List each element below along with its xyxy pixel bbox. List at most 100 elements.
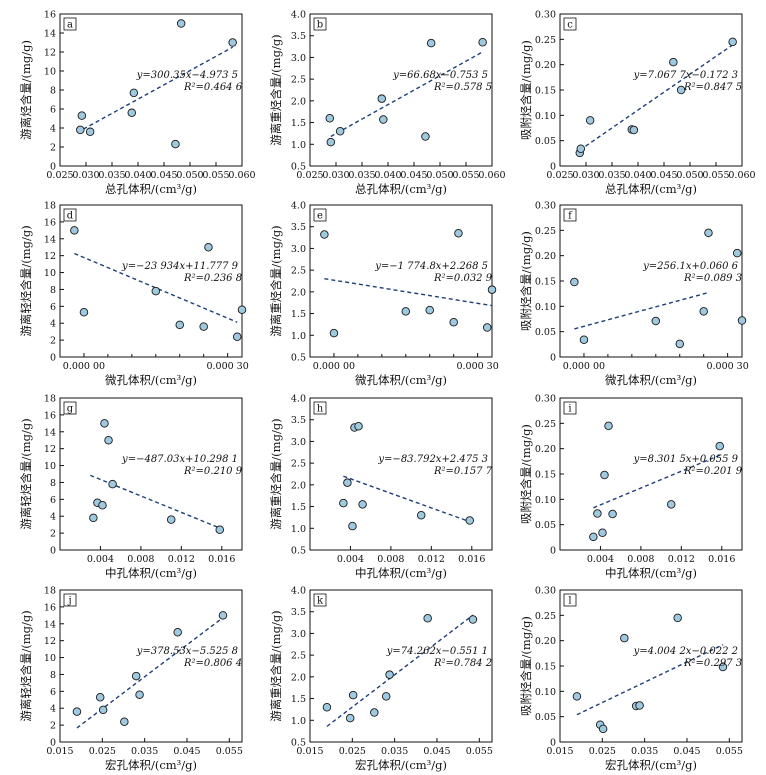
data-point — [385, 670, 394, 679]
y-tick-label: 2.5 — [291, 75, 306, 86]
x-tick-label: 0.045 — [673, 746, 700, 757]
y-tick-label: 1.5 — [291, 118, 306, 129]
plot-frame — [309, 204, 493, 358]
y-tick-label: 1.0 — [291, 524, 306, 535]
x-axis-label: 总孔体积/(cm³/g) — [105, 182, 197, 196]
x-tick-label: 0.055 — [702, 170, 729, 181]
x-axis-label: 中孔体积/(cm³/g) — [605, 566, 697, 580]
y-tick-label: 0.30 — [535, 586, 556, 597]
data-point — [176, 19, 186, 28]
y-tick-label: 18 — [44, 586, 56, 597]
y-tick-label: 0.15 — [535, 86, 556, 97]
x-tick-label: 0.016 — [708, 554, 735, 565]
panel-letter-box — [563, 17, 577, 31]
x-axis-label: 微孔体积/(cm³/g) — [605, 373, 697, 387]
y-tick-label: 3.5 — [291, 607, 306, 618]
data-point — [129, 88, 139, 98]
data-point — [175, 320, 184, 330]
panel-g: 0 2 4 6 8 10 12 14 16 18 0.004 0.008 0.012 0.016 中孔体积/… — [19, 394, 243, 581]
y-tick-label: 3.0 — [291, 244, 306, 255]
y-tick-label: 2 — [50, 721, 56, 732]
y-tick-label: 18 — [44, 394, 56, 405]
panel-letter: l — [568, 596, 571, 607]
x-tick-label: 0.008 — [377, 554, 404, 565]
y-tick-label: 1.0 — [291, 331, 306, 342]
trend-equation: y=300.35x−4.973 5 — [136, 70, 238, 81]
data-point — [620, 633, 629, 643]
trend-line — [326, 614, 474, 727]
y-tick-label: 16 — [44, 217, 56, 228]
y-tick-label: 2 — [50, 143, 56, 154]
y-tick-label: 0.25 — [535, 611, 556, 622]
data-point — [673, 613, 682, 623]
data-point — [465, 516, 475, 525]
plot-frame — [59, 397, 243, 551]
panel-e: 0.5 1.0 1.5 2.0 2.5 3.0 3.5 4.0 0.000 00 0.000 30… — [269, 201, 499, 388]
x-tick-label: 0.055 — [452, 170, 479, 181]
y-tick-label: 0.10 — [535, 111, 556, 122]
panel-letter: e — [317, 211, 323, 222]
x-tick-label: 0.004 — [87, 554, 114, 565]
x-tick-label: 0.016 — [458, 554, 485, 565]
x-tick-label: 0.040 — [124, 170, 151, 181]
x-tick-label: 0.055 — [466, 746, 493, 757]
y-tick-label: 0 — [50, 546, 56, 557]
y-tick-label: 0.5 — [291, 353, 306, 364]
x-tick-label: 0.025 — [296, 170, 323, 181]
y-tick-label: 0.05 — [535, 520, 556, 531]
x-tick-label: 0.008 — [627, 554, 654, 565]
trend-equation: y=66.68x−0.753 5 — [392, 70, 488, 81]
y-tick-label: 3.5 — [291, 415, 306, 426]
trend-r2: R²=0.089 3 — [683, 273, 742, 284]
y-tick-label: 2.0 — [291, 672, 306, 683]
trend-r2: R²=0.210 9 — [183, 466, 243, 477]
y-tick-label: 2.5 — [291, 459, 306, 470]
data-point — [127, 108, 137, 118]
x-axis-label: 中孔体积/(cm³/g) — [355, 566, 447, 580]
y-tick-label: 1.5 — [291, 309, 306, 320]
data-point — [401, 307, 411, 316]
trend-equation: y=−83.792x+2.475 3 — [377, 454, 488, 465]
y-tick-label: 12 — [44, 636, 56, 647]
y-tick-label: 0.30 — [535, 201, 556, 212]
x-tick-label: 0.012 — [668, 554, 695, 565]
data-point — [237, 305, 247, 314]
y-tick-label: 12 — [44, 48, 56, 59]
x-tick-label: 0.045 — [400, 170, 427, 181]
y-tick-label: 0.10 — [535, 687, 556, 698]
y-tick-label: 0 — [550, 353, 556, 364]
trend-r2: R²=0.032 9 — [433, 273, 493, 284]
trend-r2: R²=0.847 5 — [683, 82, 742, 93]
data-point — [85, 127, 95, 137]
trend-r2: R²=0.297 3 — [683, 658, 742, 669]
data-point — [608, 509, 617, 519]
y-tick-label: 0 — [50, 353, 56, 364]
data-point — [416, 511, 426, 520]
y-tick-label: 4.0 — [291, 394, 306, 405]
x-tick-label: 0.055 — [716, 746, 743, 757]
y-tick-label: 10 — [44, 268, 56, 279]
y-tick-label: 2.0 — [291, 480, 306, 491]
data-point — [572, 692, 582, 701]
y-tick-label: 0.10 — [535, 495, 556, 506]
y-axis-label: 吸附烃含量/(mg/g) — [519, 616, 533, 716]
trend-equation: y=4.004 2x−0.022 2 — [633, 646, 738, 657]
y-tick-label: 0.5 — [291, 546, 306, 557]
y-tick-label: 6 — [50, 495, 56, 506]
panel-letter-box — [563, 593, 577, 607]
x-tick-label: 0.025 — [339, 746, 366, 757]
plot-frame — [59, 589, 243, 743]
data-point — [131, 671, 141, 681]
x-tick-label: 0.012 — [418, 554, 445, 565]
trend-equation: y=−23 934x+11.777 9 — [121, 261, 239, 272]
y-tick-label: 0.20 — [535, 60, 556, 71]
trend-r2: R²=0.784 2 — [433, 658, 492, 669]
y-tick-label: 1.5 — [291, 502, 306, 513]
x-tick-label: 0.000 30 — [706, 361, 748, 372]
y-tick-label: 0.25 — [535, 226, 556, 237]
y-axis-label: 吸附烃含量/(mg/g) — [519, 40, 533, 140]
data-point — [218, 611, 228, 620]
y-tick-label: 0.05 — [535, 327, 556, 338]
x-tick-label: 0.060 — [478, 170, 505, 181]
y-tick-label: 6 — [50, 687, 56, 698]
